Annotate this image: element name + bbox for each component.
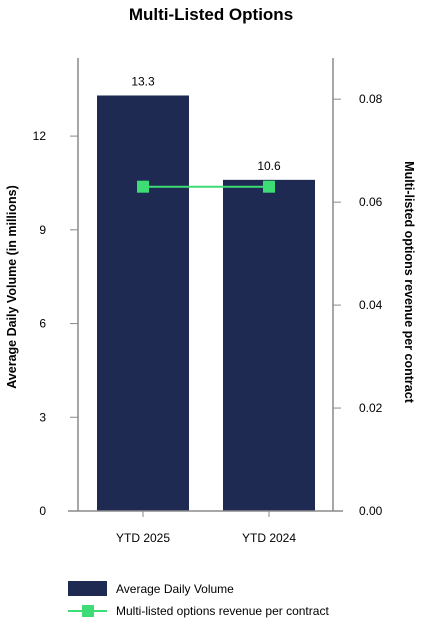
legend-swatch-average-daily-volume (68, 581, 107, 596)
x-tick-label: YTD 2024 (242, 531, 296, 545)
y2-tick-label: 0.04 (359, 298, 383, 312)
y2-tick-label: 0.00 (359, 504, 383, 518)
line-marker-ytd-2025 (137, 180, 149, 193)
bars-group: 13.3 10.6 (97, 74, 315, 512)
bar-ytd-2025 (97, 95, 189, 511)
y-tick-label: 3 (39, 410, 46, 424)
line-marker-ytd-2024 (263, 180, 275, 193)
bar-data-label: 10.6 (257, 159, 281, 173)
y2-axis-label: Multi-listed options revenue per contrac… (402, 161, 416, 404)
axes-group: 0 3 6 9 12 0.00 0.02 0.04 0.06 0.08 YTD 2025 YTD 20… (33, 58, 383, 545)
y-tick-label: 12 (33, 129, 47, 143)
bar-ytd-2024 (223, 179, 315, 512)
legend: Average Daily Volume Multi-listed option… (68, 581, 329, 618)
y-axis-label: Average Daily Volume (in millions) (5, 185, 19, 389)
legend-label-revenue-per-contract: Multi-listed options revenue per contrac… (116, 604, 329, 618)
y2-tick-label: 0.08 (359, 92, 383, 106)
line-series-group (137, 180, 275, 193)
y-tick-label: 0 (39, 504, 46, 518)
chart-title: Multi-Listed Options (129, 5, 293, 24)
legend-swatch-marker (82, 605, 94, 617)
x-tick-label: YTD 2025 (116, 531, 170, 545)
bar-data-label: 13.3 (131, 74, 155, 88)
y2-tick-label: 0.06 (359, 195, 383, 209)
legend-label-average-daily-volume: Average Daily Volume (116, 582, 234, 596)
y2-tick-label: 0.02 (359, 401, 383, 415)
y-tick-label: 6 (39, 317, 46, 331)
y-tick-label: 9 (39, 223, 46, 237)
